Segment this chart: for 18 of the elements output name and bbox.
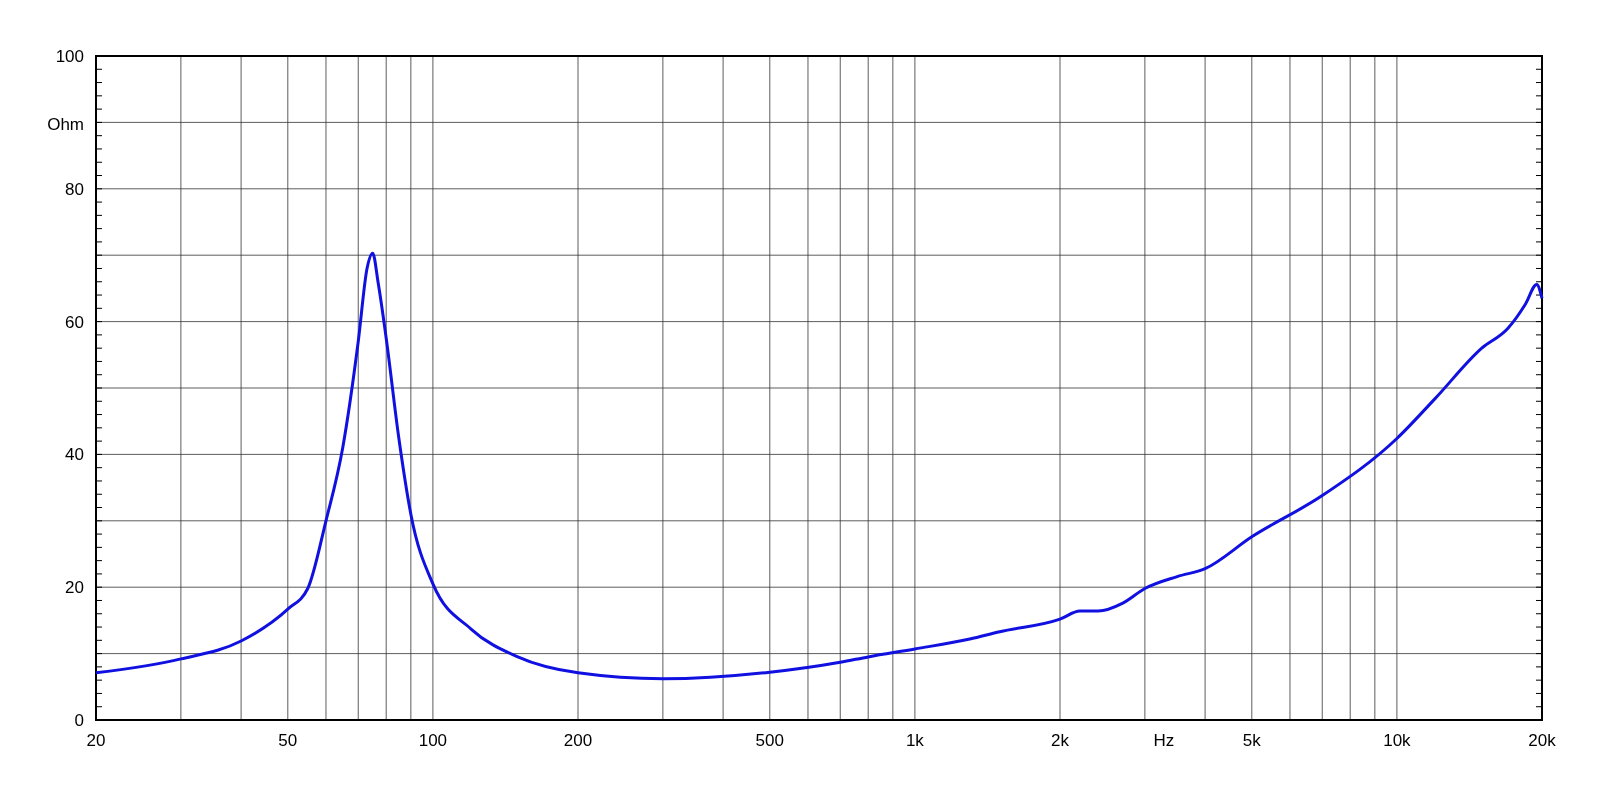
x-tick-label: 20 <box>86 731 106 750</box>
x-tick-label: 500 <box>755 731 784 750</box>
x-tick-label: 2k <box>1051 731 1070 750</box>
x-tick-label: 20k <box>1528 731 1557 750</box>
x-tick-label: 50 <box>278 731 298 750</box>
y-tick-label: 100 <box>55 47 84 66</box>
y-tick-label: 0 <box>74 711 84 730</box>
y-axis-title: Ohm <box>47 115 84 134</box>
x-tick-label: 5k <box>1242 731 1262 750</box>
x-tick-label: 1k <box>905 731 925 750</box>
x-tick-label: 10k <box>1383 731 1412 750</box>
y-tick-label: 80 <box>65 179 84 199</box>
y-tick-label: 40 <box>65 445 84 465</box>
x-tick-label: 100 <box>418 731 448 750</box>
x-axis-title: Hz <box>1153 731 1175 750</box>
x-tick-label: 200 <box>563 731 593 750</box>
y-tick-label: 20 <box>65 578 84 598</box>
y-tick-label: 60 <box>65 312 84 332</box>
